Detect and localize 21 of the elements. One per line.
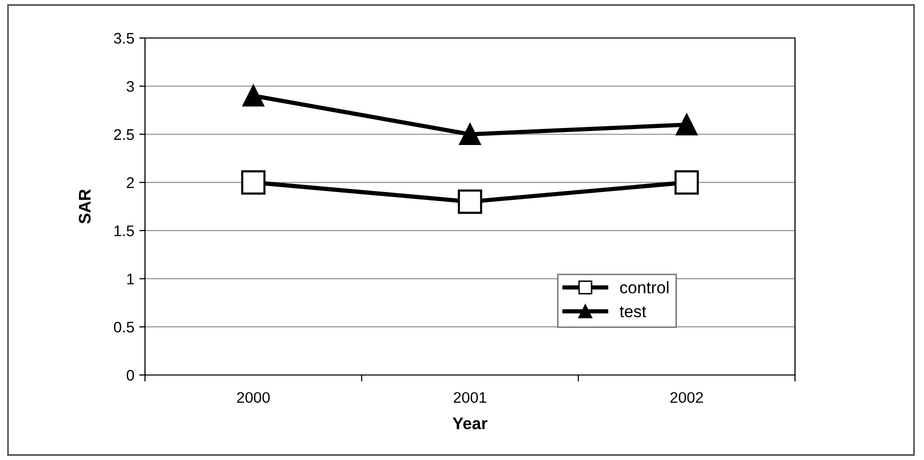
- point: [241, 170, 266, 195]
- point: [242, 85, 264, 107]
- x-tick-label: 2000: [237, 392, 270, 403]
- y-tick-label: 0.5: [114, 322, 134, 333]
- x-tick-label: 2001: [454, 392, 486, 403]
- legend-label: test: [620, 306, 646, 318]
- y-tick-label: 3: [126, 81, 134, 92]
- y-tick-label: 0: [126, 370, 134, 381]
- y-axis-title: SAR: [78, 189, 91, 224]
- y-tick-label: 2.5: [114, 129, 134, 140]
- point: [674, 170, 699, 195]
- point: [459, 124, 481, 146]
- x-axis-title: Year: [452, 418, 488, 430]
- y-tick-label: 1.5: [114, 226, 134, 236]
- y-tick-label: 1: [127, 274, 134, 284]
- x-tick-label: 2002: [670, 392, 703, 403]
- point: [458, 190, 482, 214]
- legend-label: control: [620, 281, 668, 294]
- y-tick-label: 3.5: [114, 32, 134, 44]
- point: [676, 114, 698, 136]
- y-tick-label: 2: [126, 177, 134, 188]
